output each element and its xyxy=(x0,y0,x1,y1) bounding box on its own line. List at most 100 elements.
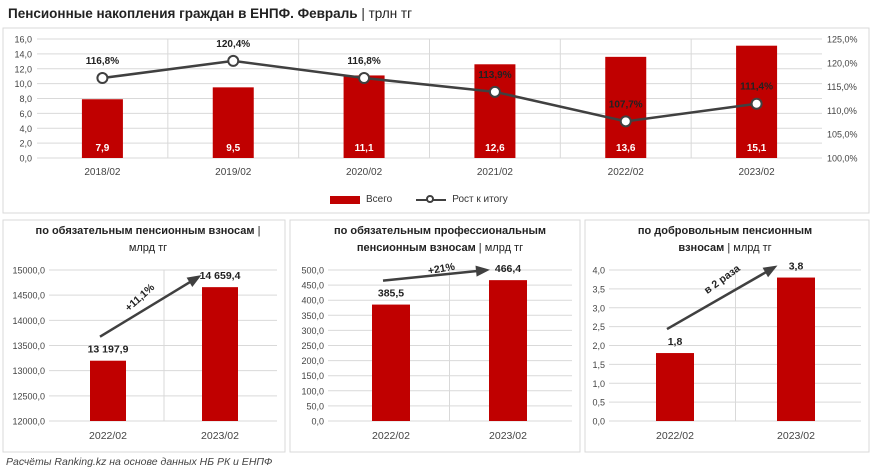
subchart-1-arrow-head xyxy=(186,275,202,288)
bar xyxy=(474,64,516,158)
legend-line-swatch xyxy=(416,194,447,205)
x-tick-label: 2021/02 xyxy=(477,167,514,178)
growth-point xyxy=(227,54,240,67)
main-chart-frame xyxy=(2,27,870,214)
subchart-3-value-label: 3,8 xyxy=(789,261,804,273)
subchart-1-value-label: 13 197,9 xyxy=(88,344,129,356)
subchart-2-bar xyxy=(489,280,527,421)
subchart-3-y-tick-label: 0,0 xyxy=(592,417,605,427)
subchart-2-bar xyxy=(372,304,410,421)
page-title: Пенсионные накопления граждан в ЕНПФ. Фе… xyxy=(8,6,412,21)
subchart-1-title-main: по обязательным пенсионным взносам xyxy=(35,225,255,237)
main-legend: Всего Рост к итогу xyxy=(330,194,508,205)
title-unit: трлн тг xyxy=(368,6,413,21)
y2-tick-label: 105,0% xyxy=(827,130,858,140)
y2-tick-label: 115,0% xyxy=(827,82,857,92)
subchart-3-y-tick-label: 2,0 xyxy=(592,341,605,351)
subchart-1-growth-arrow xyxy=(99,276,199,338)
subchart-2-y-tick-label: 300,0 xyxy=(301,326,324,336)
subchart-2-y-tick-label: 450,0 xyxy=(301,281,324,291)
subchart-1-y-tick-label: 13500,0 xyxy=(12,341,45,351)
x-tick-label: 2022/02 xyxy=(608,167,645,178)
subchart-2-y-tick-label: 250,0 xyxy=(301,341,324,351)
bar-value-label: 15,1 xyxy=(747,143,767,154)
growth-point xyxy=(358,72,371,85)
subchart-3-title-main: по добровольным пенсионным взносам xyxy=(637,225,813,254)
y2-tick-label: 125,0% xyxy=(827,35,858,45)
subchart-1-value-label: 14 659,4 xyxy=(200,270,241,282)
bar-value-label: 12,6 xyxy=(485,143,505,154)
y2-tick-label: 120,0% xyxy=(827,58,858,68)
subchart-3-growth-arrow xyxy=(666,266,775,331)
subchart-2-title-unit: млрд тг xyxy=(484,242,524,254)
subchart-3-bar xyxy=(656,353,694,421)
y-tick-label: 12,0 xyxy=(14,64,32,74)
subchart-2-y-tick-label: 50,0 xyxy=(306,401,324,411)
x-tick-label: 2020/02 xyxy=(346,167,383,178)
subchart-1-y-tick-label: 13000,0 xyxy=(12,366,45,376)
legend-line-label: Рост к итогу xyxy=(452,194,508,205)
bar xyxy=(81,99,123,158)
bar-value-label: 13,6 xyxy=(616,143,636,154)
subchart-2-arrow-head xyxy=(475,265,490,277)
subchart-3-bar xyxy=(777,277,815,421)
subchart-2-value-label: 385,5 xyxy=(378,288,404,300)
subchart-3-y-tick-label: 3,5 xyxy=(592,284,605,294)
subchart-3-value-label: 1,8 xyxy=(668,336,683,348)
growth-label: 116,8% xyxy=(86,56,119,67)
growth-label: 111,4% xyxy=(740,82,773,93)
subchart-3-y-tick-label: 1,0 xyxy=(592,379,605,389)
source-note: Расчёты Ranking.kz на основе данных НБ Р… xyxy=(6,456,273,468)
subchart-1-title-unit: млрд тг xyxy=(128,242,168,254)
subchart-2-growth-arrow xyxy=(382,268,487,282)
y-tick-label: 14,0 xyxy=(14,49,32,59)
growth-label: 116,8% xyxy=(347,56,380,67)
subchart-3-arrow-head xyxy=(762,265,778,278)
subchart-2-value-label: 466,4 xyxy=(495,263,521,275)
growth-line xyxy=(102,59,757,123)
subchart-1-y-tick-label: 14000,0 xyxy=(12,316,45,326)
subchart-3-frame xyxy=(584,219,870,453)
bar xyxy=(343,75,385,158)
y2-tick-label: 110,0% xyxy=(827,106,857,116)
subchart-3-title-unit: млрд тг xyxy=(733,242,772,254)
y2-tick-label: 100,0% xyxy=(827,154,858,164)
y-tick-label: 4,0 xyxy=(19,124,32,134)
subchart-3-y-tick-label: 2,5 xyxy=(592,322,605,332)
growth-label: 107,7% xyxy=(609,99,643,110)
bar-value-label: 7,9 xyxy=(95,143,109,154)
legend-bar-swatch xyxy=(330,195,360,204)
y-tick-label: 0,0 xyxy=(19,154,32,164)
subchart-1-bar xyxy=(202,287,238,421)
growth-point xyxy=(488,85,501,98)
y-tick-label: 2,0 xyxy=(19,139,32,149)
subchart-1-title: по обязательным пенсионным взносам | млр… xyxy=(35,225,261,254)
bar-value-label: 9,5 xyxy=(226,143,240,154)
y-tick-label: 8,0 xyxy=(19,94,32,104)
x-tick-label: 2023/02 xyxy=(739,167,776,178)
legend-bar-label: Всего xyxy=(366,194,393,205)
subchart-3-title: по добровольным пенсионным взносам | млр… xyxy=(637,225,813,254)
subchart-3-y-tick-label: 4,0 xyxy=(592,266,605,276)
subchart-2-title: по обязательным профессиональным пенсион… xyxy=(333,225,547,254)
subchart-1-y-tick-label: 12000,0 xyxy=(12,417,45,427)
growth-label: 120,4% xyxy=(216,39,250,50)
title-main: Пенсионные накопления граждан в ЕНПФ. Фе… xyxy=(8,6,358,21)
subchart-2-y-tick-label: 200,0 xyxy=(301,356,324,366)
bar xyxy=(212,87,254,158)
subchart-1-growth-label: +11,1% xyxy=(123,281,158,314)
subchart-3-y-tick-label: 1,5 xyxy=(592,360,605,370)
subchart-2-y-tick-label: 0,0 xyxy=(311,417,324,427)
y-tick-label: 16,0 xyxy=(14,35,32,45)
x-tick-label: 2019/02 xyxy=(215,167,252,178)
subchart-3-x-tick-label: 2022/02 xyxy=(656,430,694,442)
x-tick-label: 2018/02 xyxy=(84,167,121,178)
subchart-2-y-tick-label: 400,0 xyxy=(301,296,324,306)
growth-point xyxy=(750,97,763,110)
title-separator: | xyxy=(357,6,369,21)
subchart-3-y-tick-label: 3,0 xyxy=(592,303,605,313)
subchart-1-y-tick-label: 14500,0 xyxy=(12,291,45,301)
bar xyxy=(605,56,647,158)
subchart-2-y-tick-label: 100,0 xyxy=(301,386,324,396)
